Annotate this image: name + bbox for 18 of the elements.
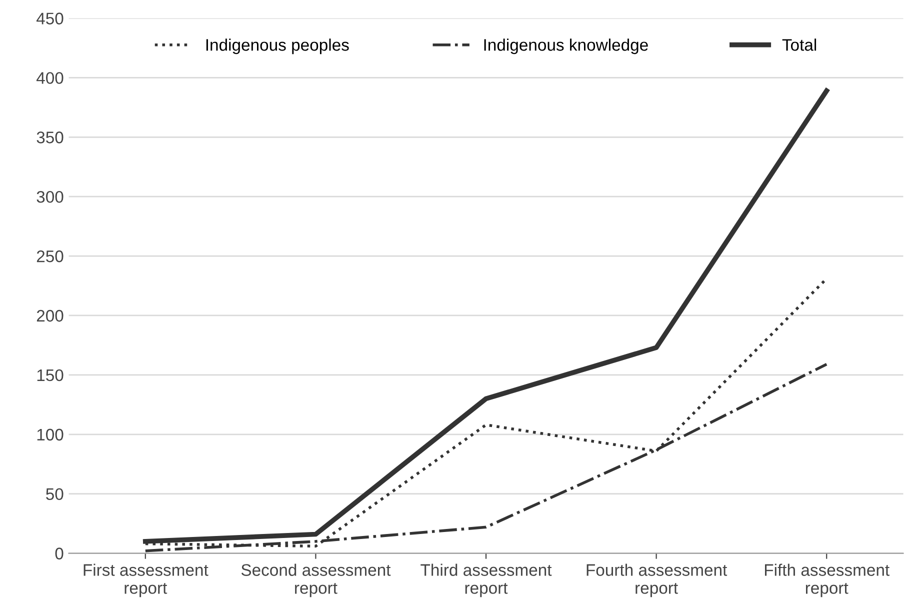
legend-label: Total	[782, 38, 816, 51]
x-tick-label: Third assessment report	[420, 564, 552, 598]
y-tick-label: 50	[46, 488, 64, 500]
x-tick-label: First assessment report	[84, 564, 208, 598]
y-tick-label: 0	[55, 548, 64, 560]
y-tick-label: 200	[36, 310, 64, 322]
x-tick-label: Fourth assessment report	[586, 564, 728, 598]
y-tick-label: 300	[36, 190, 64, 203]
y-tick-label: 350	[36, 132, 64, 144]
y-tick-label: 400	[36, 72, 64, 84]
x-tick-label: Fifth assessment report	[764, 564, 890, 598]
y-tick-label: 250	[36, 250, 64, 262]
y-tick-label: 150	[37, 369, 64, 382]
y-tick-label: 100	[37, 428, 64, 441]
y-tick-label: 450	[36, 12, 64, 24]
legend-label: Indigenous peoples	[206, 38, 349, 54]
legend-label: Indigenous knowledge	[484, 38, 648, 54]
x-tick-label: Second assessment report	[241, 564, 391, 598]
